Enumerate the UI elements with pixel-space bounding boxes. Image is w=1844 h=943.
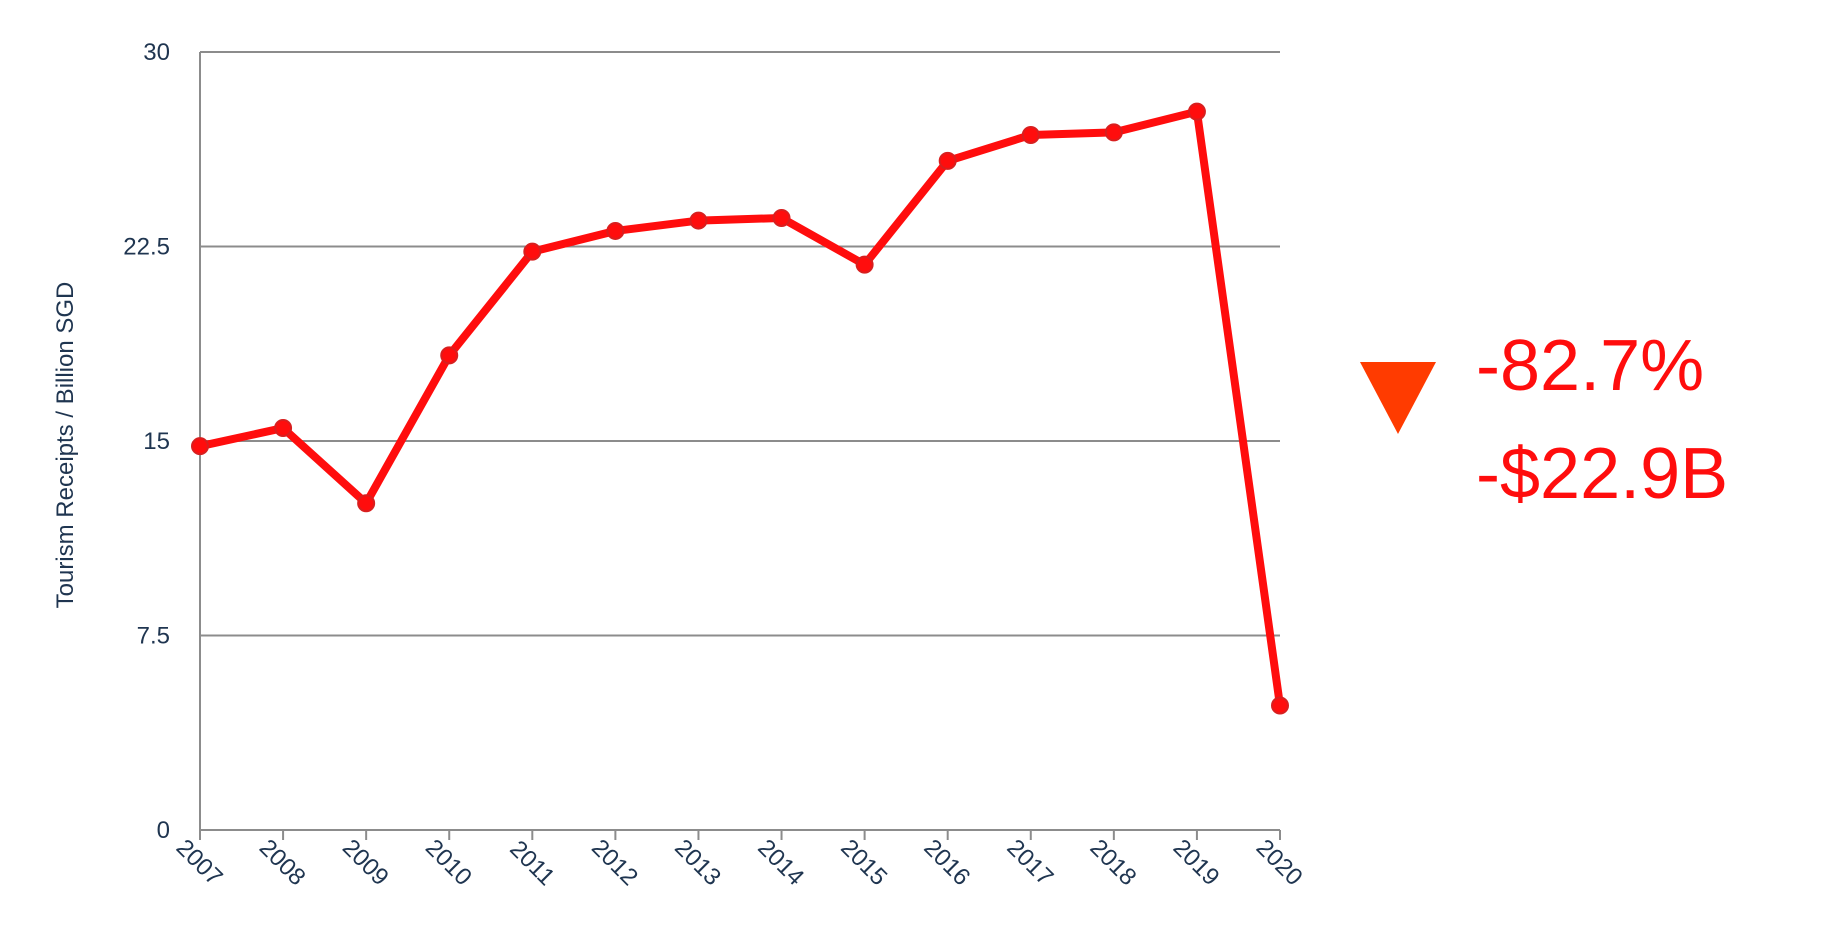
data-point [274,419,293,438]
x-tick-label: 2010 [420,834,477,891]
data-point [523,242,542,261]
x-tick-label: 2014 [752,834,809,891]
y-tick-labels: 0 7.5 15 22.5 30 [123,39,170,844]
down-triangle-icon [1360,362,1436,434]
series-line [196,107,1284,710]
data-point [938,151,957,170]
data-point [1104,123,1123,142]
x-tick-label: 2020 [1251,834,1308,891]
data-point [855,255,874,274]
data-point [1021,125,1040,144]
y-tick-label: 15 [143,428,170,455]
data-point [1187,102,1206,121]
gridlines [200,51,1280,831]
x-tick-labels: 2007 2008 2009 2010 2011 2012 2013 2014 2015 2016… [171,834,1308,891]
data-point [606,221,625,240]
x-tick-label: 2008 [254,834,311,891]
data-point [357,494,376,513]
x-tick-label: 2012 [586,834,643,891]
x-tick-label: 2007 [171,834,228,891]
data-point [1271,696,1289,715]
data-point [440,346,459,365]
x-tick-label: 2011 [504,835,560,891]
y-tick-label: 22.5 [123,234,170,261]
y-axis-title: Tourism Receipts / Billion SGD [52,282,79,609]
series-layer [191,102,1289,715]
x-tick-label: 2019 [1168,834,1225,891]
percent-change: -82.7% [1476,326,1705,406]
y-tick-label: 7.5 [137,623,170,650]
x-tick-label: 2009 [337,834,394,891]
data-point [772,208,791,227]
y-tick-label: 30 [143,39,170,66]
data-point [689,211,708,230]
x-tick-label: 2013 [669,834,726,891]
x-tick-label: 2017 [1002,834,1059,891]
data-point [191,437,209,456]
absolute-change: -$22.9B [1476,434,1729,514]
axes [199,52,1281,840]
x-tick-label: 2016 [918,834,975,891]
change-callout: -82.7% -$22.9B [1360,320,1820,540]
x-tick-label: 2015 [835,834,892,891]
x-tick-label: 2018 [1085,834,1142,891]
y-tick-label: 0 [157,817,170,844]
